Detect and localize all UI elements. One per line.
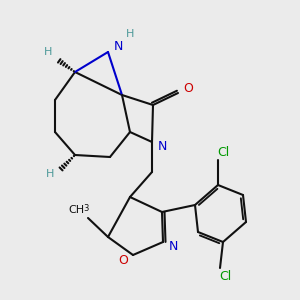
Text: O: O: [183, 82, 193, 94]
Text: N: N: [113, 40, 123, 52]
Text: 3: 3: [83, 204, 89, 213]
Text: H: H: [46, 169, 54, 179]
Text: N: N: [168, 241, 178, 254]
Text: CH: CH: [68, 205, 84, 215]
Text: H: H: [44, 47, 52, 57]
Text: O: O: [118, 254, 128, 266]
Text: Cl: Cl: [219, 269, 231, 283]
Text: H: H: [126, 29, 134, 39]
Text: Cl: Cl: [217, 146, 229, 158]
Text: N: N: [157, 140, 167, 154]
